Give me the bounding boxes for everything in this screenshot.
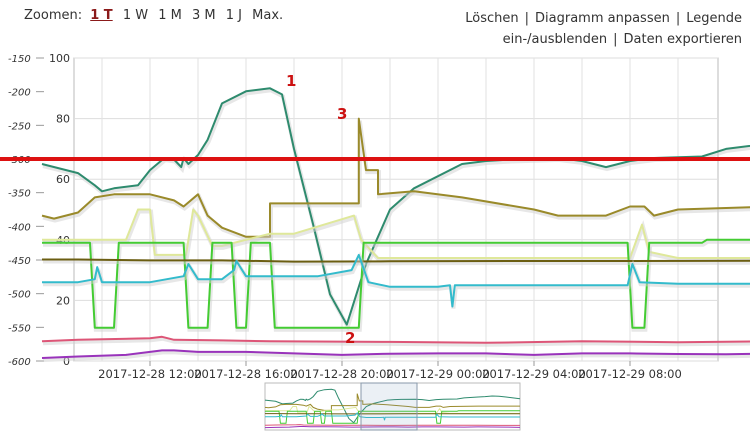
inner-axis-tick-label: 80 — [56, 113, 70, 126]
inner-axis-tick-label: 0 — [63, 355, 70, 368]
series-line-7 — [41, 349, 750, 359]
navigator-series-0 — [264, 388, 521, 424]
left-axis-tick-label: -150 — [8, 54, 31, 65]
left-axis-tick-label: -250 — [8, 121, 31, 132]
chart-actions: Löschen | Diagramm anpassen | Legende ein-/a… — [465, 8, 742, 50]
series-shadow — [42, 336, 750, 347]
left-axis-tick-label: -600 — [8, 357, 31, 368]
inner-axis-tick-label: 100 — [49, 52, 70, 65]
zoom-option-1-week[interactable]: 1 W — [122, 8, 149, 23]
series-layer — [0, 87, 750, 362]
left-axis-tick-label: -450 — [8, 256, 31, 267]
inner-axis-tick-label: 60 — [56, 173, 70, 186]
legend-link-part2[interactable]: ein-/ausblenden — [502, 32, 608, 47]
series-line-6 — [41, 335, 750, 344]
separator: | — [524, 11, 530, 26]
series-shadow — [43, 239, 750, 332]
left-axis-tick-label: -400 — [8, 222, 31, 233]
annotation-layer: 1 2 3 — [286, 72, 355, 347]
fit-chart-link[interactable]: Diagramm anpassen — [535, 11, 670, 26]
left-axis-tick-label: -200 — [8, 88, 31, 99]
separator: | — [675, 11, 681, 26]
left-axis-tick-label: -550 — [8, 323, 31, 334]
x-axis-tick-label: 2017-12-28 20:00 — [290, 367, 394, 381]
zoom-option-1-year[interactable]: 1 J — [225, 8, 243, 23]
series-line-2 — [42, 208, 750, 259]
clear-link[interactable]: Löschen — [465, 11, 519, 26]
series-line-4 — [42, 258, 750, 263]
annotation-3: 3 — [337, 105, 347, 123]
navigator[interactable] — [264, 382, 521, 431]
annotation-1: 1 — [286, 72, 296, 90]
zoom-option-1-day[interactable]: 1 T — [90, 8, 113, 23]
navigator-series-1 — [264, 393, 520, 411]
zoom-option-1-month[interactable]: 1 M — [158, 8, 182, 23]
x-axis-tick-label: 2017-12-29 08:00 — [578, 367, 682, 381]
legend-link-part1[interactable]: Legende — [686, 11, 742, 26]
navigator-series-7 — [264, 426, 521, 429]
annotation-2: 2 — [345, 329, 355, 347]
zoom-toolbar: Zoomen: 1 T 1 W 1 M 3 M 1 J Max. — [24, 8, 289, 23]
series-shadow — [42, 350, 750, 362]
series-shadow — [43, 251, 750, 309]
zoom-label: Zoomen: — [24, 8, 83, 23]
series-shadow — [43, 259, 750, 266]
navigator-series-2 — [265, 405, 520, 414]
series-line-1 — [41, 117, 750, 238]
x-axis-tick-label: 2017-12-29 04:00 — [482, 367, 586, 381]
zoom-option-max[interactable]: Max. — [252, 8, 284, 23]
x-axis-tick-label: 2017-12-28 12:00 — [98, 367, 202, 381]
inner-axis-tick-label: 20 — [56, 294, 70, 307]
zoom-option-3-months[interactable]: 3 M — [192, 8, 216, 23]
navigator-series-5 — [265, 412, 520, 421]
x-axis-tick-label: 2017-12-29 00:00 — [386, 367, 490, 381]
series-line-5 — [42, 253, 750, 308]
export-link[interactable]: Daten exportieren — [623, 32, 742, 47]
navigator-series-3 — [265, 410, 520, 424]
series-line-3 — [42, 238, 750, 329]
navigator-selection — [360, 382, 418, 431]
x-axis-tick-label: 2017-12-28 16:00 — [194, 367, 298, 381]
left-axis-tick-label: -500 — [8, 290, 31, 301]
left-axis: -150-200-250-300-350-400-450-500-550-600 — [8, 54, 44, 368]
left-axis-tick-label: -350 — [8, 189, 31, 200]
navigator-series-6 — [264, 424, 520, 426]
separator: | — [613, 32, 618, 47]
